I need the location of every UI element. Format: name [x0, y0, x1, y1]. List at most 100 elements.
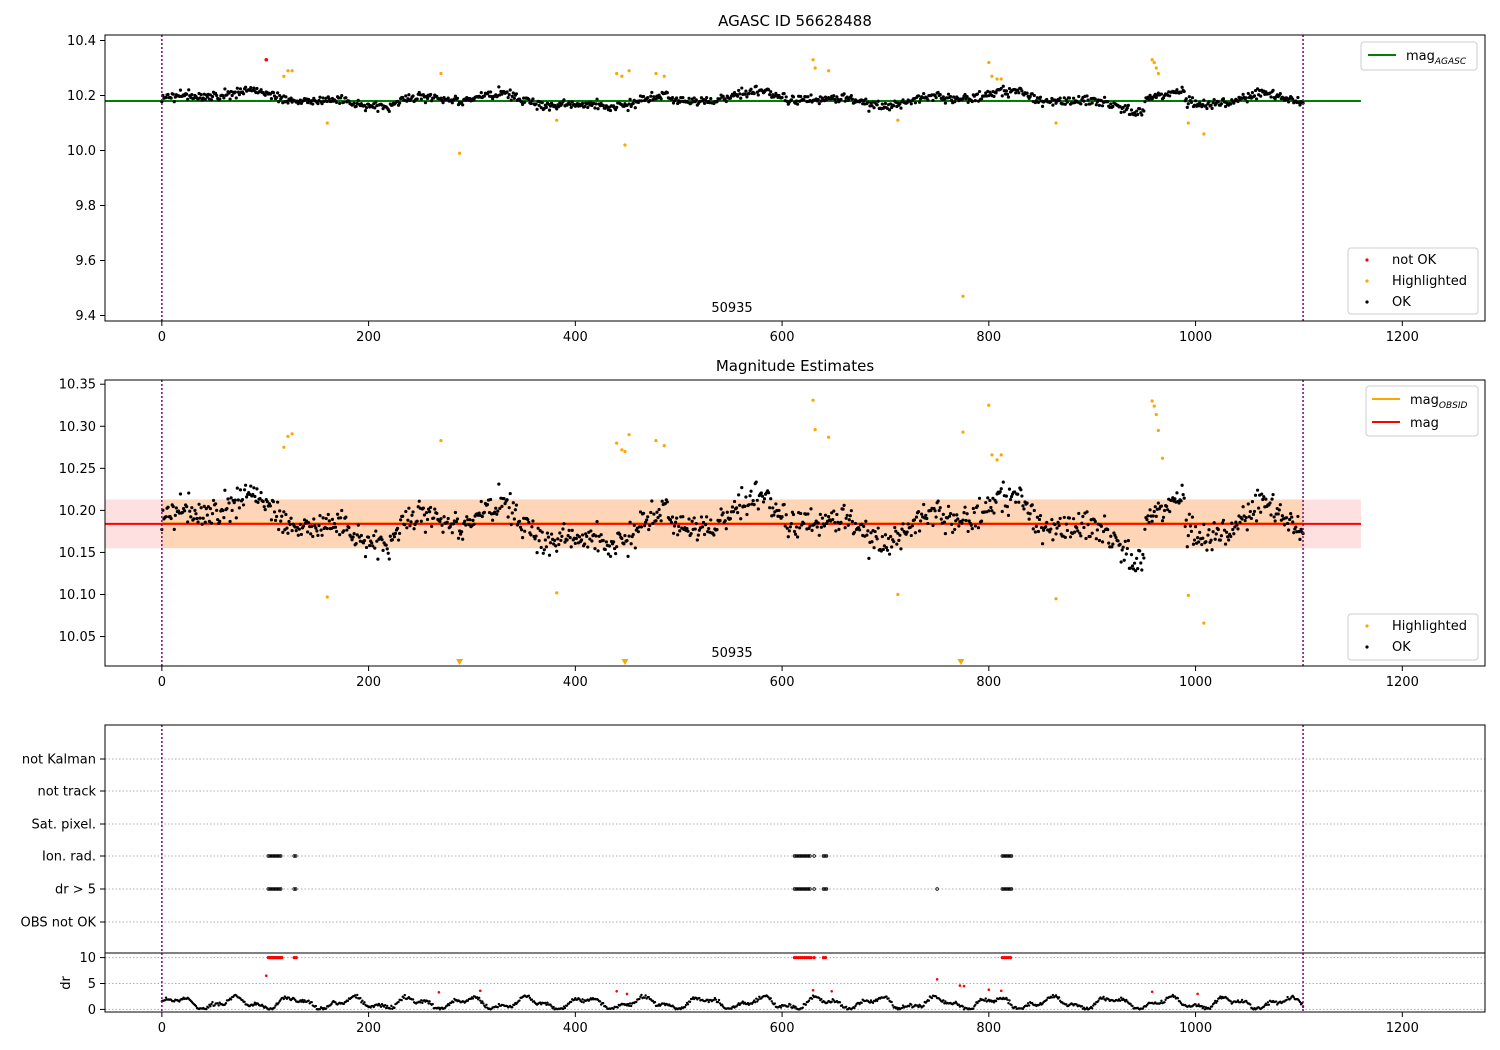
ok-point — [718, 97, 722, 101]
ok-point — [975, 92, 980, 96]
ok-point — [488, 90, 493, 94]
ok-point — [277, 527, 281, 532]
ok-point — [1189, 100, 1194, 104]
ok-point — [225, 506, 229, 511]
ok-point — [732, 90, 737, 95]
ok-point — [1131, 567, 1136, 571]
ok-point — [950, 522, 954, 526]
ok-point — [832, 94, 836, 98]
ok-point — [604, 540, 608, 544]
ok-point — [670, 96, 675, 100]
ok-point — [1004, 494, 1008, 498]
y-tick-label: 10.10 — [59, 588, 96, 603]
ok-point — [1126, 539, 1130, 543]
dr-point — [561, 1007, 565, 1011]
ok-point — [700, 525, 705, 529]
ok-point — [1004, 89, 1008, 93]
ok-point — [843, 99, 847, 103]
ok-point — [1049, 527, 1053, 531]
ok-point — [762, 497, 767, 501]
ok-point — [1079, 102, 1083, 106]
dr-point — [253, 1001, 257, 1004]
dr-point — [359, 996, 362, 1000]
ok-point — [289, 96, 293, 100]
x-axis: 0 200 400 600 800 1000 1200 — [158, 1012, 1419, 1036]
ok-point — [427, 510, 432, 514]
dr-point — [550, 1005, 553, 1008]
ok-point — [1154, 514, 1158, 518]
ok-point — [203, 520, 207, 524]
ok-point — [1055, 526, 1059, 530]
ok-point — [450, 101, 454, 105]
dr-point — [779, 1006, 783, 1009]
ok-point — [671, 531, 676, 535]
ok-point — [823, 513, 828, 517]
dr-high-point — [999, 989, 1003, 993]
ok-point — [987, 509, 991, 513]
dr-point — [205, 1007, 208, 1011]
ok-point — [998, 490, 1002, 494]
dr-point — [810, 997, 814, 1001]
ok-point — [1216, 100, 1220, 104]
highlighted-point — [286, 434, 290, 438]
ok-point — [301, 524, 306, 528]
ok-point — [1028, 94, 1032, 99]
dr-point — [602, 1002, 605, 1005]
ok-point — [732, 499, 737, 504]
ok-point — [1250, 91, 1255, 95]
flag-marker — [798, 887, 803, 891]
highlighted-point — [1054, 121, 1058, 125]
ok-point — [842, 92, 846, 96]
ok-point — [1261, 497, 1265, 502]
ok-point — [1100, 104, 1105, 108]
ok-point — [629, 542, 633, 546]
ok-point — [736, 94, 740, 98]
ok-point — [715, 528, 719, 532]
ok-point — [631, 101, 635, 105]
dr-point — [712, 998, 716, 1002]
dr-point — [1203, 1008, 1207, 1011]
flag-marker — [271, 854, 275, 858]
dr-clipped-point — [809, 955, 813, 960]
highlighted-below-range-marker — [957, 659, 965, 665]
ok-point — [641, 511, 646, 515]
ok-point — [608, 554, 613, 558]
ok-point — [215, 508, 219, 512]
x-axis: 0 200 400 600 800 1000 1200 — [158, 321, 1419, 345]
ok-point — [627, 102, 631, 106]
ok-point — [460, 100, 464, 105]
flag-marker — [266, 854, 271, 858]
dr-point — [383, 1003, 387, 1007]
ok-point — [1236, 99, 1240, 104]
ok-point — [330, 517, 335, 521]
dr-point — [871, 1001, 875, 1005]
ok-point — [769, 90, 773, 94]
ok-point — [1032, 93, 1036, 98]
ok-point — [1045, 97, 1049, 102]
ok-point — [580, 533, 585, 537]
ok-point — [1246, 91, 1250, 96]
y-tick-label: 10.0 — [67, 144, 96, 159]
ok-point — [1097, 538, 1102, 543]
ok-point — [579, 538, 584, 542]
dr-point — [1266, 1001, 1270, 1004]
ok-point — [1276, 512, 1280, 516]
ok-point — [962, 511, 966, 515]
ok-point — [497, 85, 501, 89]
ok-point — [245, 495, 249, 499]
highlighted-point — [1202, 621, 1206, 625]
highlighted-point — [439, 438, 443, 443]
ok-point — [433, 507, 437, 511]
legend-entry-ok: OK — [1392, 295, 1411, 310]
ok-point — [1220, 521, 1225, 525]
ok-point — [368, 543, 372, 548]
ok-point — [406, 97, 410, 101]
ok-point — [496, 509, 500, 513]
ok-point — [670, 515, 675, 519]
ok-point — [769, 497, 773, 501]
dr-point — [1239, 1000, 1243, 1004]
ok-point — [407, 93, 411, 97]
ok-point — [527, 97, 531, 102]
ok-point — [1134, 569, 1138, 573]
